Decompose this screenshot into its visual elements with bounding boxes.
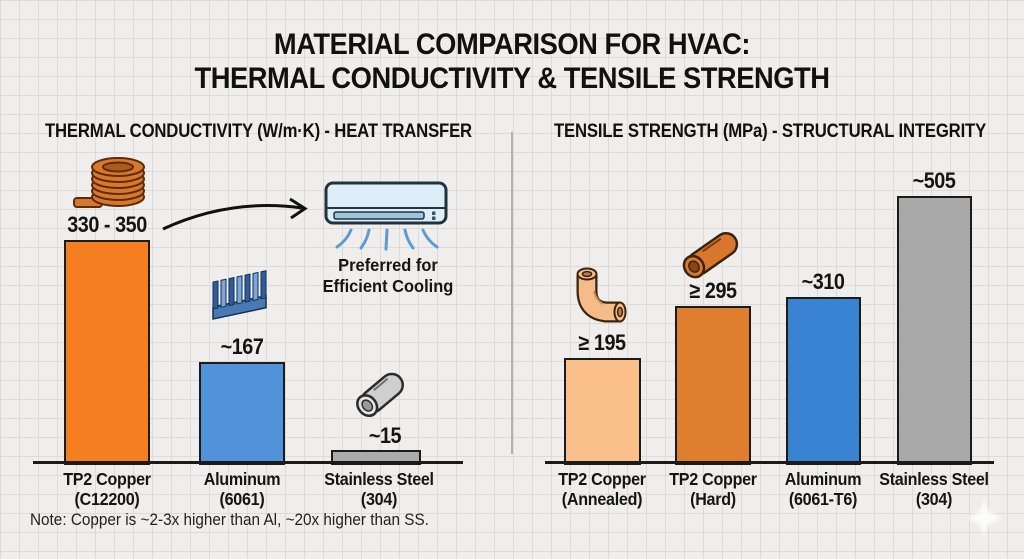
value-label-copper-annealed: ≥ 195 xyxy=(578,330,626,355)
category-label-copper-hard: TP2 Copper (Hard) xyxy=(644,469,782,509)
value-label-aluminum-strength: ~310 xyxy=(801,269,845,294)
category-name: Stainless Steel xyxy=(324,469,434,489)
category-label-stainless: Stainless Steel (304) xyxy=(310,469,448,509)
category-name: TP2 Copper xyxy=(63,469,151,489)
category-name: TP2 Copper xyxy=(669,469,757,489)
copper-elbow-icon xyxy=(570,264,630,328)
bar-copper-annealed-strength xyxy=(564,358,641,465)
value-label-copper-conductivity: 330 - 350 xyxy=(67,212,147,237)
bar-tp2-copper-conductivity xyxy=(64,240,150,465)
category-label-aluminum-t6: Aluminum (6061-T6) xyxy=(754,469,892,509)
value-label-copper-hard: ≥ 295 xyxy=(689,278,737,303)
value-label-stainless-strength: ~505 xyxy=(912,168,956,193)
category-spec: (304) xyxy=(360,489,398,509)
aluminum-heatsink-icon xyxy=(207,270,273,332)
category-label-copper-annealed: TP2 Copper (Annealed) xyxy=(533,469,671,509)
curved-arrow-icon xyxy=(158,193,316,235)
page-title: MATERIAL COMPARISON FOR HVAC: THERMAL CO… xyxy=(46,28,978,96)
category-label-tp2-copper: TP2 Copper (C12200) xyxy=(38,469,176,509)
category-spec: (6061) xyxy=(219,489,265,509)
bar-aluminum-conductivity xyxy=(199,362,285,465)
category-spec: (C12200) xyxy=(74,489,140,509)
category-name: Aluminum xyxy=(203,469,281,489)
sparkle-watermark-icon xyxy=(960,494,1008,542)
value-label-aluminum-conductivity: ~167 xyxy=(220,334,264,359)
title-line-1: MATERIAL COMPARISON FOR HVAC: xyxy=(273,28,751,61)
left-x-axis xyxy=(33,461,463,464)
annotation-line-2: Efficient Cooling xyxy=(322,276,454,296)
air-conditioner-icon xyxy=(321,180,453,254)
category-name: TP2 Copper xyxy=(558,469,646,489)
right-x-axis xyxy=(545,461,994,464)
category-name: Stainless Steel xyxy=(879,469,989,489)
left-chart-title: THERMAL CONDUCTIVITY (W/m·K) - HEAT TRAN… xyxy=(45,121,472,142)
category-spec: (6061-T6) xyxy=(788,489,858,509)
cooling-annotation: Preferred for Efficient Cooling xyxy=(318,255,459,297)
copper-coil-icon xyxy=(72,147,156,214)
stainless-pipe-icon xyxy=(350,365,412,423)
panel-divider xyxy=(511,132,513,454)
title-line-2: THERMAL CONDUCTIVITY & TENSILE STRENGTH xyxy=(194,62,830,95)
category-spec: (Hard) xyxy=(690,489,736,509)
category-spec: (304) xyxy=(915,489,953,509)
category-spec: (Annealed) xyxy=(561,489,643,509)
bar-stainless-strength xyxy=(897,196,972,465)
right-chart-title: TENSILE STRENGTH (MPa) - STRUCTURAL INTE… xyxy=(554,121,987,142)
copper-pipe-icon xyxy=(676,224,748,284)
category-label-stainless-304: Stainless Steel (304) xyxy=(865,469,1003,509)
value-label-stainless-conductivity: ~15 xyxy=(368,423,402,448)
annotation-line-1: Preferred for xyxy=(338,255,438,275)
bar-aluminum-strength xyxy=(786,297,861,465)
category-name: Aluminum xyxy=(784,469,862,489)
category-label-aluminum: Aluminum (6061) xyxy=(173,469,311,509)
bar-copper-hard-strength xyxy=(675,306,751,465)
footnote: Note: Copper is ~2-3x higher than Al, ~2… xyxy=(30,510,429,529)
